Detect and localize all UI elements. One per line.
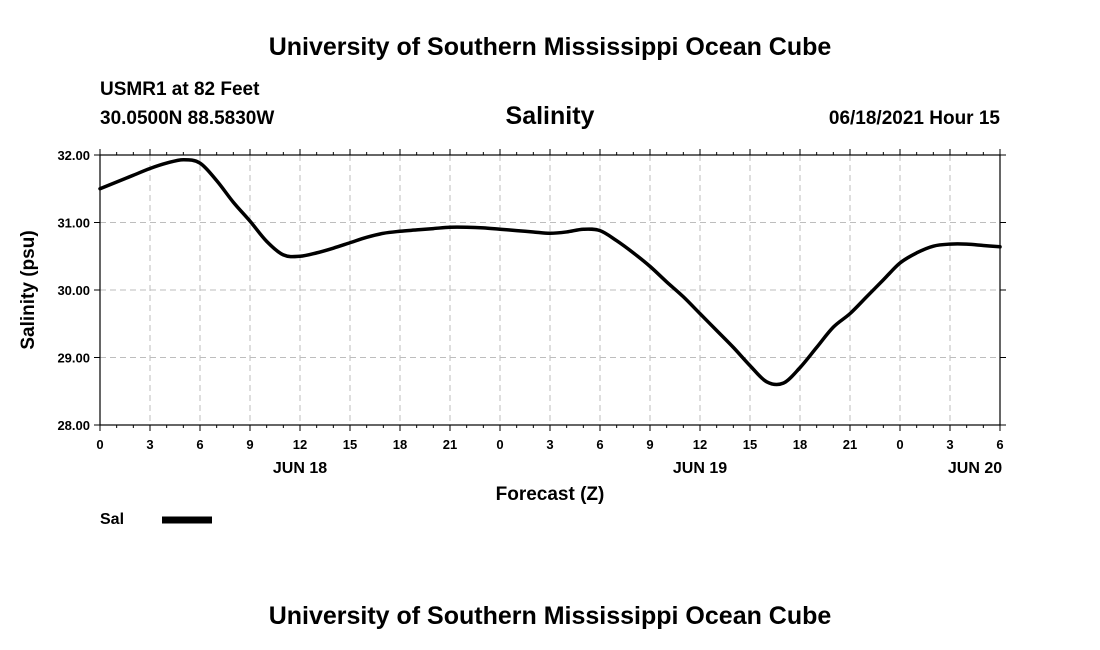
x-tick-label: 6 [596, 437, 603, 452]
x-tick-label: 9 [246, 437, 253, 452]
x-tick-label: 9 [646, 437, 653, 452]
x-tick-label: 15 [343, 437, 357, 452]
legend: Sal [100, 511, 212, 528]
x-tick-label: 0 [896, 437, 903, 452]
x-tick-label: 12 [293, 437, 307, 452]
y-tick-label: 29.00 [57, 351, 90, 366]
date-label: JUN 18 [273, 460, 327, 477]
date-label: JUN 20 [948, 460, 1002, 477]
series-line-sal [98, 157, 1002, 387]
series-group [98, 157, 1002, 387]
y-tick-label: 31.00 [57, 216, 90, 231]
x-tick-label: 3 [946, 437, 953, 452]
coordinates-label: 30.0500N 88.5830W [100, 108, 274, 129]
x-tick-label: 3 [146, 437, 153, 452]
station-label: USMR1 at 82 Feet [100, 79, 260, 100]
x-tick-label: 21 [843, 437, 857, 452]
x-axis-label: Forecast (Z) [496, 484, 605, 505]
y-axis: 32.00 31.00 30.00 29.00 28.00 [57, 148, 1006, 433]
x-tick-label: 6 [996, 437, 1003, 452]
y-tick-label: 28.00 [57, 418, 90, 433]
x-tick-label: 3 [546, 437, 553, 452]
footer-title: University of Southern Mississippi Ocean… [269, 602, 832, 630]
y-tick-label: 30.00 [57, 283, 90, 298]
legend-label: Sal [100, 511, 124, 528]
x-tick-label: 0 [96, 437, 103, 452]
x-tick-label: 21 [443, 437, 457, 452]
x-axis: 0 3 6 9 12 15 18 21 0 3 6 9 12 15 18 21 0 3 6 [96, 149, 1004, 452]
x-tick-label: 12 [693, 437, 707, 452]
date-labels: JUN 18 JUN 19 JUN 20 [273, 460, 1002, 477]
y-axis-label: Salinity (psu) [18, 230, 39, 349]
timestamp-label: 06/18/2021 Hour 15 [829, 108, 1001, 129]
x-tick-label: 0 [496, 437, 503, 452]
variable-label: Salinity [506, 102, 595, 130]
x-tick-label: 15 [743, 437, 757, 452]
x-tick-label: 6 [196, 437, 203, 452]
y-tick-label: 32.00 [57, 148, 90, 163]
chart-title: University of Southern Mississippi Ocean… [269, 33, 832, 61]
x-tick-label: 18 [393, 437, 407, 452]
x-tick-label: 18 [793, 437, 807, 452]
date-label: JUN 19 [673, 460, 727, 477]
grid [100, 155, 1000, 425]
